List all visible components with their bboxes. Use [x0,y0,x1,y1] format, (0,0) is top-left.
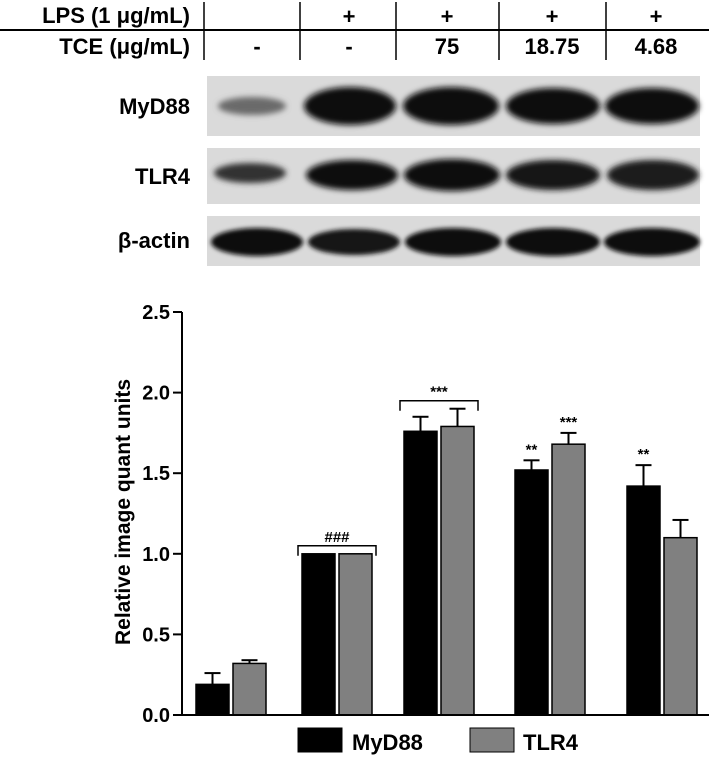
blot-myd88 [207,76,700,136]
tce-row-label: TCE (μg/mL) [59,34,190,59]
band [218,97,286,115]
significance-bracket [399,399,479,411]
blot-label-tlr4: TLR4 [135,164,191,189]
lps-cell: + [650,4,663,29]
header-table: LPS (1 μg/mL) TCE (μg/mL) + + + + - - 75… [0,2,709,60]
bar-myd88 [403,430,438,716]
band [506,228,600,256]
blot-label-myd88: MyD88 [119,94,190,119]
bar-tlr4 [663,536,698,716]
significance-marker: *** [430,384,448,401]
band [308,229,400,255]
bar-myd88 [514,469,549,716]
significance-marker: ** [638,446,650,463]
bar-chart: Relative image quant units 0.0 0.5 1.0 1.5 2… [112,302,709,727]
y-axis-label: Relative image quant units [112,379,135,645]
significance-marker: *** [560,414,578,431]
band [304,87,396,125]
error-bars [204,407,689,685]
bar-myd88 [301,553,336,716]
band [306,160,398,190]
y-tick-label: 0.5 [142,624,170,646]
band [214,163,286,183]
y-tick-label: 2.5 [142,302,170,324]
band [506,88,600,124]
tce-cell: 4.68 [635,34,678,59]
significance-marker: ### [324,529,350,546]
band [404,159,500,191]
blot-beta-actin [207,216,700,266]
bar-tlr4 [338,553,373,716]
bar-tlr4 [551,443,586,716]
annotations: ###********** [297,384,650,556]
legend: MyD88 TLR4 [297,727,579,755]
y-axis: 0.0 0.5 1.0 1.5 2.0 2.5 [142,302,183,727]
lps-row-label: LPS (1 μg/mL) [42,3,190,28]
band [604,228,700,256]
y-tick-label: 1.0 [142,544,170,566]
tce-cell: 75 [435,34,459,59]
significance-bracket [297,545,377,556]
legend-swatch-myd88 [297,727,343,753]
significance-marker: ** [526,441,538,458]
band [506,160,600,190]
band [211,228,303,256]
bar-myd88 [195,683,230,716]
bar-tlr4 [232,662,267,716]
tce-cell: - [253,34,260,59]
tce-cell: 18.75 [524,34,579,59]
legend-swatch-tlr4 [469,727,515,753]
legend-label-tlr4: TLR4 [523,730,579,755]
band [405,228,501,256]
lps-cell: + [343,4,356,29]
lps-cell: + [441,4,454,29]
bar-tlr4 [440,425,475,716]
y-tick-label: 2.0 [142,383,170,405]
bars [195,425,698,716]
blot-tlr4 [207,148,700,204]
bar-myd88 [626,485,661,716]
legend-label-myd88: MyD88 [352,730,423,755]
lps-cell: + [546,4,559,29]
band [403,87,499,125]
band [607,160,699,190]
band [605,88,699,124]
y-tick-label: 1.5 [142,463,170,485]
y-tick-label: 0.0 [142,705,170,727]
tce-cell: - [345,34,352,59]
blot-label-beta-actin: β-actin [118,228,190,253]
blots: MyD88 TLR4 β-actin [118,76,700,266]
